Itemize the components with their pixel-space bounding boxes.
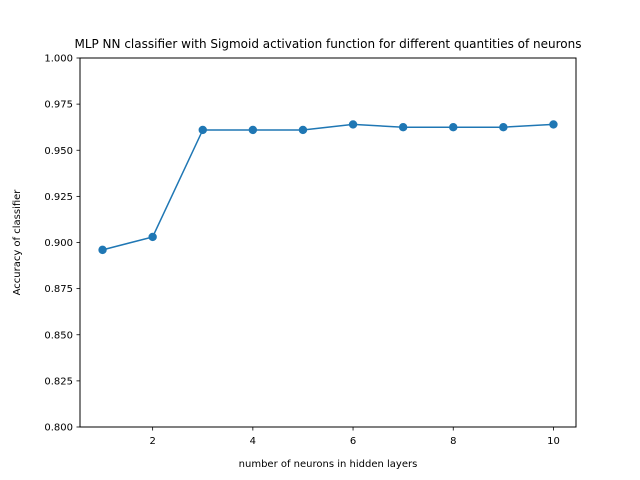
- data-point: [398, 122, 408, 132]
- x-tick-label: 4: [250, 436, 256, 447]
- y-axis-label: Accuracy of classifier: [12, 189, 23, 296]
- x-tick-label: 10: [547, 436, 560, 447]
- data-point: [549, 120, 558, 129]
- x-tick-label: 2: [149, 436, 155, 447]
- data-point: [148, 232, 157, 242]
- plot-area: 2 4 6 8 10 0.800 0.825 0.850 0.875 0.900 0.925 0.95…: [44, 54, 559, 448]
- y-tick-label: 0.850: [44, 330, 73, 341]
- data-point: [198, 125, 207, 135]
- y-tick-label: 1.000: [44, 54, 73, 65]
- x-tick-label: 6: [350, 436, 356, 447]
- y-tick-label: 0.950: [44, 146, 73, 157]
- x-axis-label: number of neurons in hidden layers: [239, 459, 418, 470]
- chart-title: MLP NN classifier with Sigmoid activatio…: [74, 37, 581, 51]
- y-tick-label: 0.825: [44, 376, 73, 387]
- x-tick-label: 8: [450, 436, 456, 447]
- data-point: [348, 120, 358, 129]
- series-line: [102, 123, 554, 251]
- axes-frame: [79, 57, 577, 428]
- data-point: [98, 245, 107, 255]
- data-point: [298, 125, 308, 135]
- data-point: [248, 125, 258, 135]
- y-tick-label: 0.925: [44, 192, 73, 203]
- data-point: [449, 122, 458, 132]
- y-tick-label: 0.875: [44, 284, 73, 295]
- y-tick-label: 0.800: [44, 423, 73, 434]
- data-point: [499, 122, 508, 132]
- y-tick-label: 0.975: [44, 100, 73, 111]
- y-tick-label: 0.900: [44, 238, 73, 249]
